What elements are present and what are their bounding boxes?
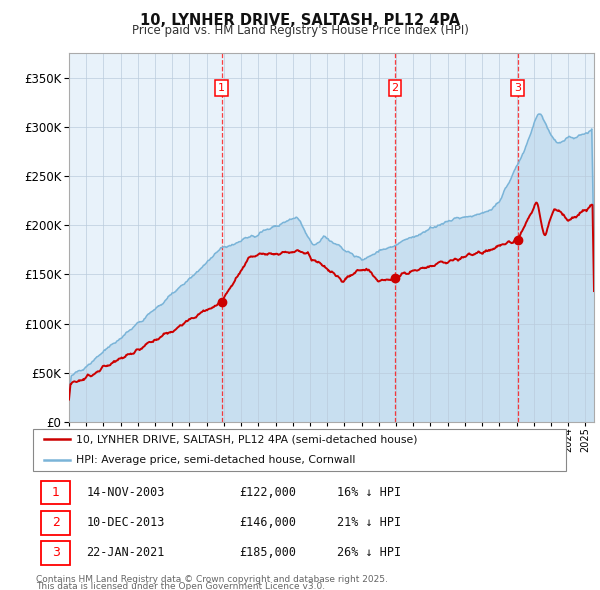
Text: 3: 3	[52, 546, 60, 559]
Text: 2: 2	[391, 83, 398, 93]
Text: 16% ↓ HPI: 16% ↓ HPI	[337, 486, 401, 499]
Bar	[41, 481, 70, 504]
Text: 21% ↓ HPI: 21% ↓ HPI	[337, 516, 401, 529]
Bar	[41, 511, 70, 535]
Text: 14-NOV-2003: 14-NOV-2003	[86, 486, 164, 499]
Text: 3: 3	[514, 83, 521, 93]
Text: 10, LYNHER DRIVE, SALTASH, PL12 4PA: 10, LYNHER DRIVE, SALTASH, PL12 4PA	[140, 13, 460, 28]
Text: 10-DEC-2013: 10-DEC-2013	[86, 516, 164, 529]
Text: 1: 1	[52, 486, 60, 499]
Text: £185,000: £185,000	[239, 546, 296, 559]
Text: This data is licensed under the Open Government Licence v3.0.: This data is licensed under the Open Gov…	[36, 582, 325, 590]
FancyBboxPatch shape	[34, 429, 566, 471]
Text: HPI: Average price, semi-detached house, Cornwall: HPI: Average price, semi-detached house,…	[76, 455, 355, 464]
Text: 1: 1	[218, 83, 225, 93]
Text: Contains HM Land Registry data © Crown copyright and database right 2025.: Contains HM Land Registry data © Crown c…	[36, 575, 388, 584]
Text: 22-JAN-2021: 22-JAN-2021	[86, 546, 164, 559]
Bar	[41, 541, 70, 565]
Text: £122,000: £122,000	[239, 486, 296, 499]
Text: Price paid vs. HM Land Registry's House Price Index (HPI): Price paid vs. HM Land Registry's House …	[131, 24, 469, 37]
Text: £146,000: £146,000	[239, 516, 296, 529]
Text: 26% ↓ HPI: 26% ↓ HPI	[337, 546, 401, 559]
Text: 2: 2	[52, 516, 60, 529]
Text: 10, LYNHER DRIVE, SALTASH, PL12 4PA (semi-detached house): 10, LYNHER DRIVE, SALTASH, PL12 4PA (sem…	[76, 434, 417, 444]
